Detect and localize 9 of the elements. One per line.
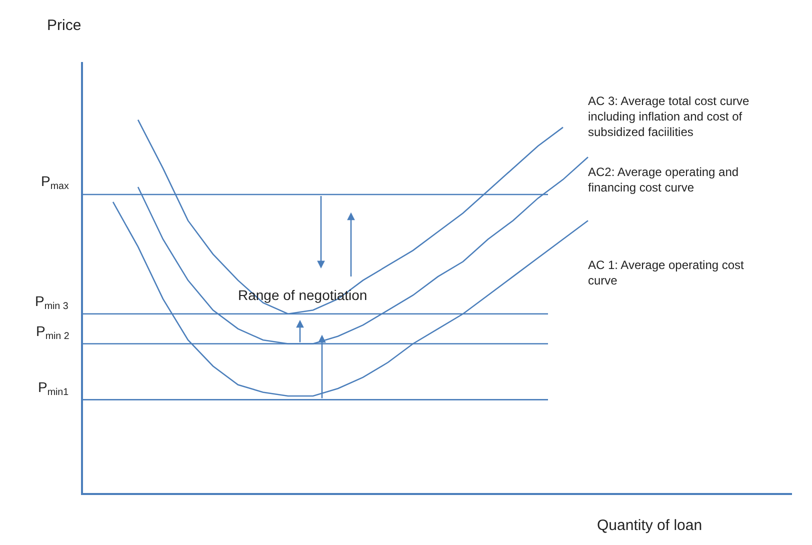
series-label: AC2: Average operating and financing cost curve bbox=[588, 165, 739, 195]
ref-line-label: P$_{min1}$ bbox=[38, 379, 69, 398]
text: Price bbox=[47, 17, 82, 34]
ref-line-label: P$_{min 2}$ bbox=[36, 323, 70, 342]
text: AC 3: Average total cost curve including inflation and cost of subsidized faciilities bbox=[588, 94, 750, 140]
text: AC 1: Average operating cost curve bbox=[588, 258, 745, 288]
x-axis-title: Quantity of loan bbox=[597, 517, 702, 534]
ref-line-label: P$_{max}$ bbox=[41, 173, 69, 192]
ref-line-label: P$_{min 3}$ bbox=[35, 293, 69, 312]
